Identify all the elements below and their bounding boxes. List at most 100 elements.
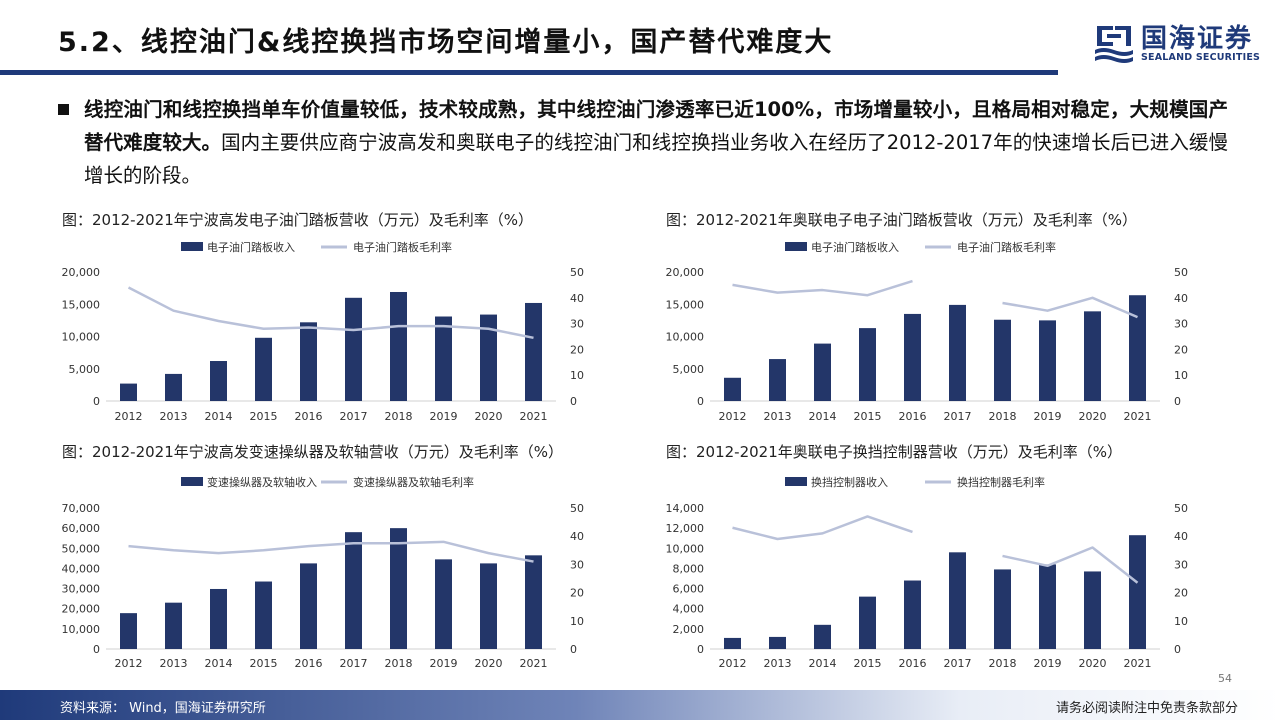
margin-line-segment-0 [732,279,913,297]
x-tick-label: 2014 [809,657,837,670]
bar-2014 [814,624,831,649]
page-number: 54 [1218,672,1232,685]
x-tick-label: 2015 [250,410,278,423]
bar-2015 [255,337,272,401]
bar-2020 [1084,571,1101,649]
y-left-tick-label: 50,000 [62,542,101,555]
x-tick-label: 2012 [115,410,143,423]
bullet-text: 线控油门和线控换挡单车价值量较低，技术较成熟，其中线控油门渗透率已近100%，市… [58,93,1228,192]
chart-aolian-shifter: 换挡控制器收入 换挡控制器毛利率 0 2,000 4,000 6,000 8,000 10,0… [666,475,1189,670]
y-right-tick-label: 0 [1174,395,1181,408]
margin-line-segment-0 [732,515,913,541]
chart-legend: 换挡控制器收入 换挡控制器毛利率 [785,475,1045,489]
y-left-tick-label: 5,000 [69,363,101,376]
bar-2012 [724,637,741,649]
x-tick-label: 2014 [205,410,233,423]
margin-line-segment-0 [128,540,534,563]
y-left-tick-label: 10,000 [666,331,705,344]
x-tick-label: 2020 [1079,657,1107,670]
figure-title-1: 图：2012-2021年宁波高发电子油门踏板营收（万元）及毛利率（%） [62,211,534,229]
bar-2015 [859,596,876,649]
x-tick-label: 2018 [385,410,413,423]
bar-2018 [390,528,407,649]
x-tick-label: 2018 [385,657,413,670]
chart-legend: 变速操纵器及软轴收入 变速操纵器及软轴毛利率 [181,475,474,489]
chart-aolian-throttle: 电子油门踏板收入 电子油门踏板毛利率 0 5,000 10,000 15,000 20,00… [666,240,1189,423]
legend-bar-swatch [181,242,203,251]
legend-line-label: 电子油门踏板毛利率 [957,240,1056,254]
y-left-tick-label: 10,000 [62,331,101,344]
footer-source: 资料来源： Wind，国海证券研究所 [60,701,266,716]
bar-2019 [435,316,452,401]
legend-bar-label: 电子油门踏板收入 [811,240,899,254]
x-tick-label: 2013 [160,410,188,423]
bar-2012 [120,383,137,401]
bullet-normal-text: 国内主要供应商宁波高发和奥联电子的线控油门和线控换挡业务收入在经历了2012-2… [84,131,1228,187]
y-left-tick-label: 15,000 [62,298,101,311]
bar-2014 [210,588,227,649]
y-left-tick-label: 0 [93,395,100,408]
bar-2016 [904,313,921,401]
bar-2019 [435,559,452,649]
legend-bar-label: 电子油门踏板收入 [207,240,295,254]
y-right-tick-label: 10 [1174,369,1188,382]
x-tick-label: 2018 [989,410,1017,423]
y-left-tick-label: 20,000 [62,266,101,279]
bar-2012 [724,377,741,401]
figure-title-2: 图：2012-2021年奥联电子电子油门踏板营收（万元）及毛利率（%） [666,211,1138,229]
x-tick-label: 2019 [430,657,458,670]
figure-title-4: 图：2012-2021年奥联电子换挡控制器营收（万元）及毛利率（%） [666,443,1123,461]
x-tick-label: 2019 [1034,657,1062,670]
y-left-tick-label: 40,000 [62,562,101,575]
bar-2021 [1129,295,1146,401]
y-right-tick-label: 10 [570,615,584,628]
bar-2016 [300,322,317,401]
y-left-tick-label: 4,000 [673,603,705,616]
legend-bar-label: 变速操纵器及软轴收入 [207,475,317,489]
y-left-tick-label: 70,000 [62,502,101,515]
bar-2018 [994,319,1011,401]
x-tick-label: 2017 [944,657,972,670]
y-right-tick-label: 50 [1174,502,1188,515]
y-right-tick-label: 40 [570,292,584,305]
margin-line-segment-1 [1002,546,1139,584]
footer: 资料来源： Wind，国海证券研究所 请务必阅读附注中免责条款部分 [0,688,1280,720]
y-left-tick-label: 0 [697,643,704,656]
x-tick-label: 2013 [764,410,792,423]
x-tick-label: 2016 [295,410,323,423]
x-tick-label: 2016 [899,410,927,423]
chart-ningbo-shifter: 变速操纵器及软轴收入 变速操纵器及软轴毛利率 0 10,000 20,000 30,000… [62,475,585,670]
bar-2015 [255,581,272,649]
margin-line-segment-1 [1002,296,1138,319]
sealand-logo-icon [1095,26,1133,63]
bar-2017 [345,532,362,649]
x-tick-label: 2014 [809,410,837,423]
y-right-tick-label: 30 [1174,318,1188,331]
legend-line-label: 变速操纵器及软轴毛利率 [353,475,474,489]
x-tick-label: 2012 [719,657,747,670]
y-right-tick-label: 20 [1174,587,1188,600]
bar-2015 [859,328,876,401]
x-tick-label: 2021 [520,410,548,423]
y-right-tick-label: 20 [570,587,584,600]
chart-ningbo-throttle: 电子油门踏板收入 电子油门踏板毛利率 0 5,000 10,000 15,000 20,00… [62,240,585,423]
y-right-tick-label: 30 [1174,558,1188,571]
footer-bar [0,690,1280,720]
x-tick-label: 2016 [295,657,323,670]
y-left-tick-label: 15,000 [666,298,705,311]
y-left-tick-label: 10,000 [62,623,101,636]
bullet-bold-text: 线控油门和线控换挡单车价值量较低，技术较成熟，其中线控油门渗透率已近100%，市… [84,98,1228,154]
y-right-tick-label: 40 [1174,530,1188,543]
bar-2017 [949,552,966,649]
figure-title-3: 图：2012-2021年宁波高发变速操纵器及软轴营收（万元）及毛利率（%） [62,443,564,461]
bar-2013 [769,636,786,649]
footer-disclaimer: 请务必阅读附注中免责条款部分 [1055,701,1238,716]
x-tick-label: 2020 [475,657,503,670]
y-left-tick-label: 0 [697,395,704,408]
y-left-tick-label: 12,000 [666,522,705,535]
bar-2020 [480,314,497,401]
bar-2013 [165,373,182,401]
x-tick-label: 2021 [520,657,548,670]
bar-2018 [390,291,407,401]
x-tick-label: 2013 [764,657,792,670]
